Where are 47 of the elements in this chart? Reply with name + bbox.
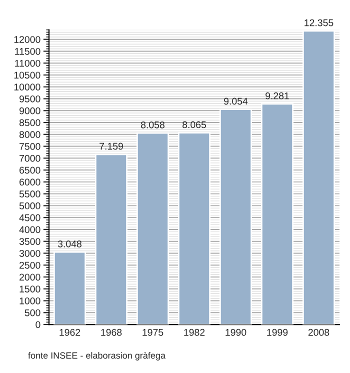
data-label: 9.054	[224, 98, 248, 105]
bar	[94, 154, 128, 325]
y-tick-label: 3000	[19, 250, 40, 257]
y-tick-label: 2000	[20, 274, 40, 281]
y-tick-label: 5000	[19, 202, 40, 210]
data-label: 9.281	[266, 92, 289, 100]
y-tick-label: 4500	[19, 214, 40, 222]
bar	[302, 30, 336, 325]
bar	[260, 103, 294, 325]
data-label: 3.048	[58, 240, 82, 248]
bar	[53, 251, 86, 325]
bar	[219, 108, 252, 325]
y-tick-label: 0	[36, 321, 40, 328]
y-tick-label: 6500	[20, 166, 40, 174]
source-note: fonte INSEE - elaborasion gràfega	[28, 352, 166, 360]
x-tick-label: 1962	[60, 328, 80, 336]
y-tick-label: 12000	[14, 36, 40, 43]
y-tick-label: 5500	[19, 190, 40, 198]
y-tick-label: 10000	[14, 84, 40, 90]
y-tick-label: 7000	[20, 154, 40, 162]
y-tick-label: 1500	[20, 286, 40, 292]
y-tick-label: 10500	[14, 72, 40, 79]
y-tick-label: 2500	[20, 262, 40, 269]
y-tick-label: 1000	[20, 297, 40, 304]
y-tick-label: 11000	[15, 60, 40, 67]
bar	[178, 132, 211, 325]
y-tick-label: 8500	[19, 119, 40, 126]
x-tick-label: 1982	[184, 328, 205, 336]
y-tick-label: 4000	[19, 226, 40, 234]
y-tick-label: 9000	[19, 107, 40, 114]
y-tick-label: 7500	[20, 143, 40, 150]
y-tick-label: 6000	[20, 178, 40, 186]
y-tick-label: 8000	[19, 131, 40, 138]
y-tick-label: 11500	[15, 48, 40, 55]
x-tick-label: 1975	[142, 328, 164, 336]
x-tick-label: 1990	[226, 328, 246, 336]
x-tick-label: 1999	[267, 328, 288, 336]
y-tick-label: 500	[24, 309, 40, 316]
y-tick-label: 9500	[19, 95, 40, 102]
data-label: 8.058	[141, 121, 164, 128]
data-label: 7.159	[100, 142, 123, 150]
x-tick-label: 1968	[101, 328, 122, 336]
x-tick-label: 2008	[308, 328, 330, 336]
data-label: 12.355	[304, 19, 334, 26]
y-tick-label: 3500	[19, 238, 40, 245]
data-label: 8.065	[182, 121, 206, 128]
bar	[136, 132, 170, 325]
